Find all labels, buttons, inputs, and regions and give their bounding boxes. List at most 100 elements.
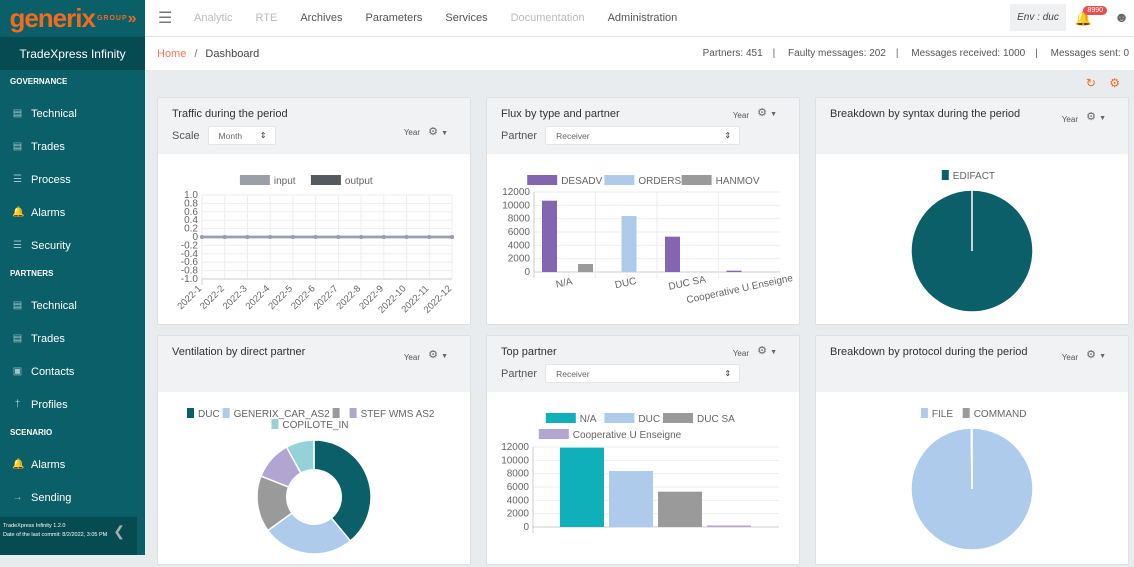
sidebar-item-technical[interactable]: ▤ Technical (0, 97, 145, 130)
legend-label: Cooperative U Enseigne (573, 430, 682, 441)
select-value: Month (218, 130, 243, 141)
data-point (290, 235, 295, 239)
legend-label: ORDERS (638, 176, 681, 187)
generix-logo[interactable]: generix GROUP» (9, 3, 136, 33)
legend-label: HANMOV (716, 176, 760, 187)
legend-swatch (310, 175, 341, 185)
widget-header: Top partner Year ⚙ ▼ Partner Receiver ⇕ (487, 336, 799, 392)
x-tick-label: 2022-4 (244, 283, 273, 312)
widget-settings-gear-icon[interactable]: ⚙ ▼ (757, 345, 777, 357)
logo-sub: GROUP (96, 15, 128, 22)
sidebar-item-process[interactable]: ☰ Process (0, 163, 145, 196)
x-tick-label: 2022-6 (289, 283, 318, 312)
data-point (359, 235, 364, 239)
y-tick-label: 4000 (507, 495, 530, 506)
scale-select[interactable]: Month ⇕ (207, 126, 276, 145)
control-label: Partner (501, 129, 538, 142)
sidebar-item-contacts[interactable]: ▣ Contacts (0, 355, 145, 388)
top-nav: ☰ Analytic RTE Archives Parameters Services D… (145, 0, 1134, 37)
sidebar-item-label: Process (31, 173, 71, 186)
settings-gear-icon[interactable]: ⚙ (1109, 76, 1120, 90)
widget-header: Breakdown by syntax during the period Yea… (816, 98, 1128, 154)
list-icon: ☰ (13, 240, 22, 251)
x-tick-label: DUC SA (668, 274, 708, 293)
hamburger-menu-icon[interactable]: ☰ (158, 10, 173, 27)
user-icon[interactable]: ☻ (1114, 9, 1129, 25)
sidebar-item-alarms[interactable]: 🔔 Alarms (0, 448, 145, 481)
select-arrows-icon: ⇕ (724, 131, 732, 140)
y-tick-label: 0.2 (184, 224, 198, 235)
widget-title: Top partner (501, 346, 557, 358)
legend-swatch (271, 419, 279, 429)
breadcrumb-home[interactable]: Home (157, 47, 187, 60)
partner-select[interactable]: Receiver ⇕ (545, 126, 741, 145)
widget-settings-gear-icon[interactable]: ⚙ ▼ (428, 349, 448, 361)
widget-title: Ventilation by direct partner (172, 346, 306, 358)
sidebar-section-title: GOVERNANCE (10, 77, 68, 86)
sidebar-item-trades[interactable]: ▤ Trades (0, 130, 145, 163)
environment-selector[interactable]: Env : duc (1010, 4, 1066, 31)
sidebar-item-profiles[interactable]: † Profiles (0, 388, 145, 421)
widget-title: Breakdown by protocol during the period (830, 346, 1028, 358)
widget-settings-gear-icon[interactable]: ⚙ ▼ (1086, 111, 1106, 123)
bar-HANMOV-N/A (578, 264, 593, 272)
collapse-sidebar-icon[interactable]: ❮ (113, 523, 125, 539)
widget-traffic-during-the-period: Traffic during the period Year ⚙ ▼ Scale Mon… (157, 97, 471, 325)
person-icon: † (14, 399, 21, 410)
widget-settings-gear-icon[interactable]: ⚙ ▼ (757, 107, 777, 119)
nav-administration[interactable]: Administration (607, 12, 678, 24)
y-tick-label: 6000 (508, 227, 531, 238)
bar-N/A (560, 447, 604, 527)
sidebar-item-alarms[interactable]: 🔔 Alarms (0, 196, 145, 229)
select-value: Receiver (556, 130, 590, 141)
version-text: TradeXpress Infinity 1.2.0 (3, 523, 66, 529)
data-point (268, 235, 273, 239)
bar-Cooperative U Enseigne (707, 525, 751, 527)
nav-documentation[interactable]: Documentation (510, 12, 585, 24)
widget-header: Breakdown by protocol during the period Y… (816, 336, 1128, 392)
legend-label: DUC (638, 414, 660, 425)
data-point (427, 235, 432, 239)
stat-faulty: Faulty messages: 202 (788, 48, 886, 59)
commit-date: Date of the last commit: 8/2/2022, 3:05 … (3, 532, 108, 538)
y-tick-label: -0.8 (181, 266, 199, 277)
widget-settings-gear-icon[interactable]: ⚙ ▼ (428, 126, 448, 138)
x-tick-label: 2022-5 (266, 283, 295, 312)
x-tick-label: N/A (555, 276, 574, 290)
bell-icon: 🔔 (12, 207, 25, 218)
y-tick-label: 2000 (507, 509, 530, 520)
sidebar-item-technical[interactable]: ▤ Technical (0, 289, 145, 322)
control-label: Scale (172, 129, 200, 142)
partner-select[interactable]: Receiver ⇕ (545, 364, 741, 383)
legend-label: DUC SA (697, 414, 735, 425)
legend-swatch (941, 170, 949, 180)
nav-services[interactable]: Services (445, 12, 488, 24)
legend-swatch (681, 175, 712, 185)
sidebar-item-sending[interactable]: → Sending (0, 481, 145, 514)
legend-label: GENERIX_CAR_AS2 (234, 409, 331, 420)
legend-label: EDIFACT (953, 171, 995, 182)
widget-top-partner: Top partner Year ⚙ ▼ Partner Receiver ⇕ N/A DUC… (486, 335, 800, 565)
nav-parameters[interactable]: Parameters (365, 12, 423, 24)
slice-GENERIX_CAR_AS2 (266, 495, 352, 555)
nav-archives[interactable]: Archives (300, 12, 343, 24)
widget-title: Flux by type and partner (501, 108, 620, 120)
sidebar-item-label: Alarms (31, 458, 66, 471)
sidebar-item-label: Technical (31, 107, 77, 120)
donut-hole (286, 469, 342, 525)
period-label: Year (1061, 115, 1078, 124)
sidebar-item-security[interactable]: ☰ Security (0, 229, 145, 262)
legend-swatch (527, 175, 558, 185)
refresh-icon[interactable]: ↻ (1085, 76, 1096, 90)
y-tick-label: 6000 (507, 482, 530, 493)
slice-other (256, 475, 316, 532)
slice-COMMAND (970, 427, 973, 490)
widget-settings-gear-icon[interactable]: ⚙ ▼ (1086, 349, 1106, 361)
sidebar-section-title: SCENARIO (10, 428, 53, 437)
data-point (222, 235, 227, 239)
nav-rte[interactable]: RTE (255, 12, 278, 24)
nav-analytic[interactable]: Analytic (194, 12, 233, 24)
sidebar-item-trades[interactable]: ▤ Trades (0, 322, 145, 355)
bell-icon: 🔔 (12, 459, 25, 470)
document-icon: ▤ (12, 300, 23, 311)
